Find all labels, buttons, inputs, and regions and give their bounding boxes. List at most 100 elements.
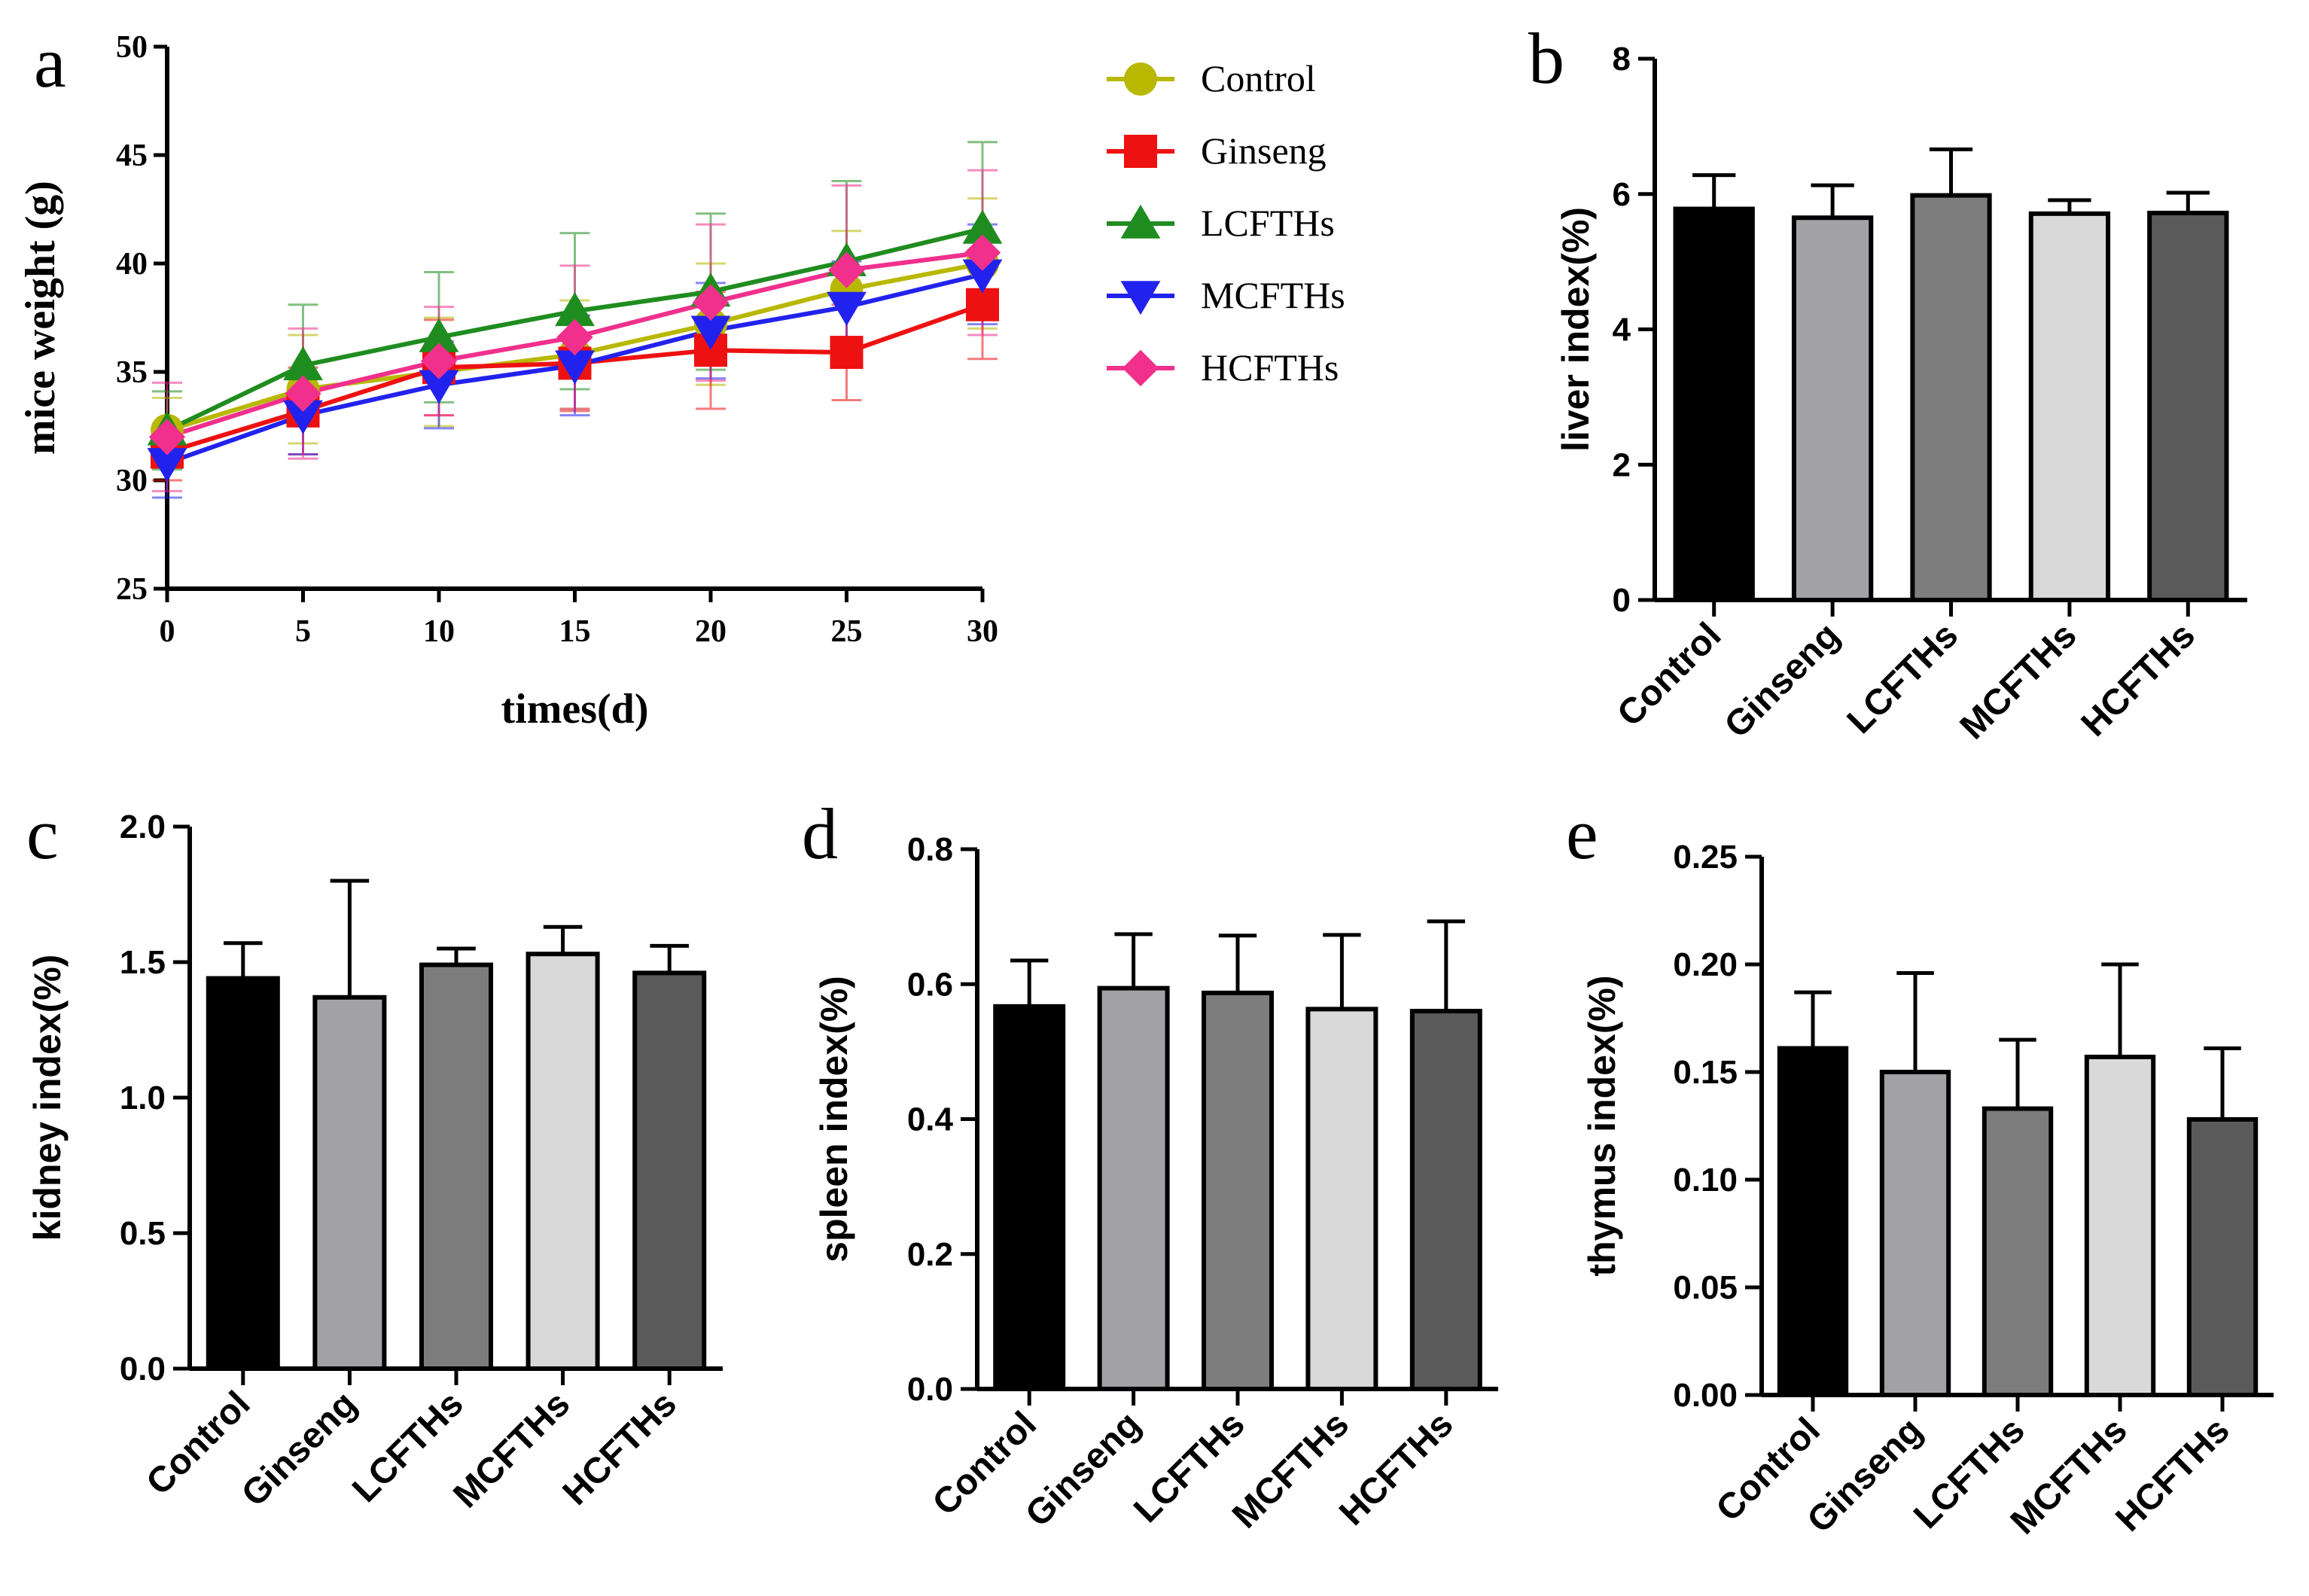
legend-item-hcfths: HCFTHs: [1107, 346, 1339, 388]
legend-label: HCFTHs: [1201, 346, 1339, 388]
data-point-hcfths: [692, 284, 730, 321]
panel-label-e: e: [1566, 793, 1598, 874]
data-point-hcfths: [964, 234, 1001, 271]
legend-item-control: Control: [1107, 57, 1316, 99]
bar-ginseng: [1791, 215, 1874, 602]
y-tick-label: 2.0: [120, 809, 166, 845]
bar-ginseng: [1879, 1070, 1951, 1397]
data-point-hcfths: [828, 251, 865, 288]
y-tick-label: 1.5: [120, 944, 166, 981]
y-tick-label: 4: [1613, 312, 1631, 349]
y-tick-label: 0.5: [120, 1215, 166, 1252]
y-tick-label: 0.20: [1673, 946, 1738, 983]
legend-marker: [1120, 281, 1161, 315]
panel-label-a: a: [34, 22, 66, 102]
chart-panel-a: a 25 30 35 40 45 50 0 5 10 15 20 25 30 times(d) mice we…: [17, 22, 1345, 733]
legend-item-ginseng: Ginseng: [1107, 129, 1327, 172]
bar-mcfths: [1305, 1007, 1378, 1391]
y-tick-label: 0.00: [1673, 1377, 1738, 1414]
panel-label-d: d: [802, 793, 838, 874]
bar-lcfths: [419, 962, 494, 1371]
panel-label-c: c: [26, 793, 59, 874]
data-point-lcfths: [419, 318, 459, 352]
data-point-lcfths: [283, 346, 323, 381]
data-point-ginseng: [830, 336, 864, 370]
legend: Control Ginseng LCFTHs MCFTHs HCFTHs: [1107, 57, 1345, 388]
bar-control: [993, 1004, 1066, 1392]
data-point-mcfths: [147, 448, 187, 483]
x-tick-label: 20: [695, 614, 727, 649]
x-tick-label: 5: [295, 614, 311, 649]
markers-mcfths: [147, 259, 1003, 483]
panel-label-b: b: [1528, 18, 1564, 99]
y-tick-label: 0.0: [120, 1351, 166, 1387]
data-point-mcfths: [555, 350, 595, 385]
y-tick-label: 0.05: [1673, 1269, 1738, 1306]
data-point-lcfths: [555, 292, 595, 327]
bar-control: [1777, 1046, 1849, 1398]
x-tick-label: 15: [559, 614, 591, 649]
y-tick-label: 0.8: [907, 831, 953, 868]
legend-label: Ginseng: [1201, 129, 1327, 172]
data-point-mcfths: [827, 291, 867, 326]
y-tick-label: 0.4: [907, 1101, 954, 1138]
y-tick-label: 0: [1613, 582, 1631, 619]
y-tick-label: 30: [116, 464, 148, 498]
legend-label: Control: [1201, 57, 1316, 99]
data-point-mcfths: [419, 370, 459, 404]
y-tick-label: 35: [116, 355, 148, 390]
x-tick-label: 0: [160, 614, 175, 649]
data-point-mcfths: [962, 259, 1003, 294]
data-point-lcfths: [962, 209, 1003, 244]
legend-marker: [1120, 204, 1161, 239]
y-tick-label: 25: [116, 572, 148, 607]
y-tick-label: 0.6: [907, 966, 953, 1003]
y-tick-label: 0.10: [1673, 1162, 1738, 1199]
markers-hcfths: [148, 234, 1001, 455]
bar-hcfths: [2147, 210, 2229, 603]
legend-marker: [1124, 62, 1157, 96]
bar-control: [1673, 206, 1755, 602]
bar-hcfths: [2186, 1116, 2259, 1398]
data-point-hcfths: [556, 318, 593, 356]
data-point-mcfths: [690, 315, 731, 350]
y-tick-label: 45: [116, 139, 148, 173]
legend-label: MCFTHs: [1201, 274, 1345, 316]
x-tick-label: 30: [967, 614, 998, 649]
y-tick-label: 8: [1613, 41, 1631, 78]
bar-mcfths: [2084, 1054, 2156, 1397]
y-axis-title: spleen index(%): [813, 976, 855, 1262]
x-tick-label: 10: [423, 614, 455, 649]
bar-ginseng: [312, 994, 387, 1372]
legend-item-mcfths: MCFTHs: [1107, 274, 1345, 316]
bar-ginseng: [1097, 985, 1170, 1391]
y-tick-label: 40: [116, 247, 148, 282]
y-tick-label: 6: [1613, 176, 1631, 213]
bar-hcfths: [1409, 1009, 1482, 1391]
y-tick-label: 0.2: [907, 1236, 953, 1273]
bar-mcfths: [2028, 211, 2111, 603]
data-point-hcfths: [285, 375, 321, 412]
bar-lcfths: [1202, 990, 1274, 1391]
y-tick-label: 0.0: [907, 1371, 953, 1408]
data-point-ginseng: [966, 288, 999, 321]
bar-hcfths: [632, 970, 707, 1371]
x-axis-title: times(d): [501, 686, 649, 733]
y-tick-label: 1.0: [120, 1080, 166, 1116]
x-tick-label: 25: [831, 614, 863, 649]
y-tick-label: 50: [116, 30, 148, 65]
bar-lcfths: [1982, 1106, 2054, 1397]
data-point-hcfths: [420, 343, 458, 379]
y-tick-label: 0.25: [1673, 839, 1738, 876]
bar-mcfths: [525, 952, 600, 1371]
legend-item-lcfths: LCFTHs: [1107, 202, 1335, 244]
y-tick-label: 2: [1613, 446, 1631, 483]
y-axis-title: liver index(%): [1555, 207, 1597, 452]
y-tick-label: 0.15: [1673, 1054, 1738, 1091]
y-axis-title: kidney index(%): [26, 955, 69, 1241]
legend-label: LCFTHs: [1201, 202, 1335, 244]
data-point-hcfths: [148, 419, 186, 455]
bar-control: [206, 976, 280, 1371]
y-axis-title: thymus index(%): [1581, 975, 1623, 1276]
